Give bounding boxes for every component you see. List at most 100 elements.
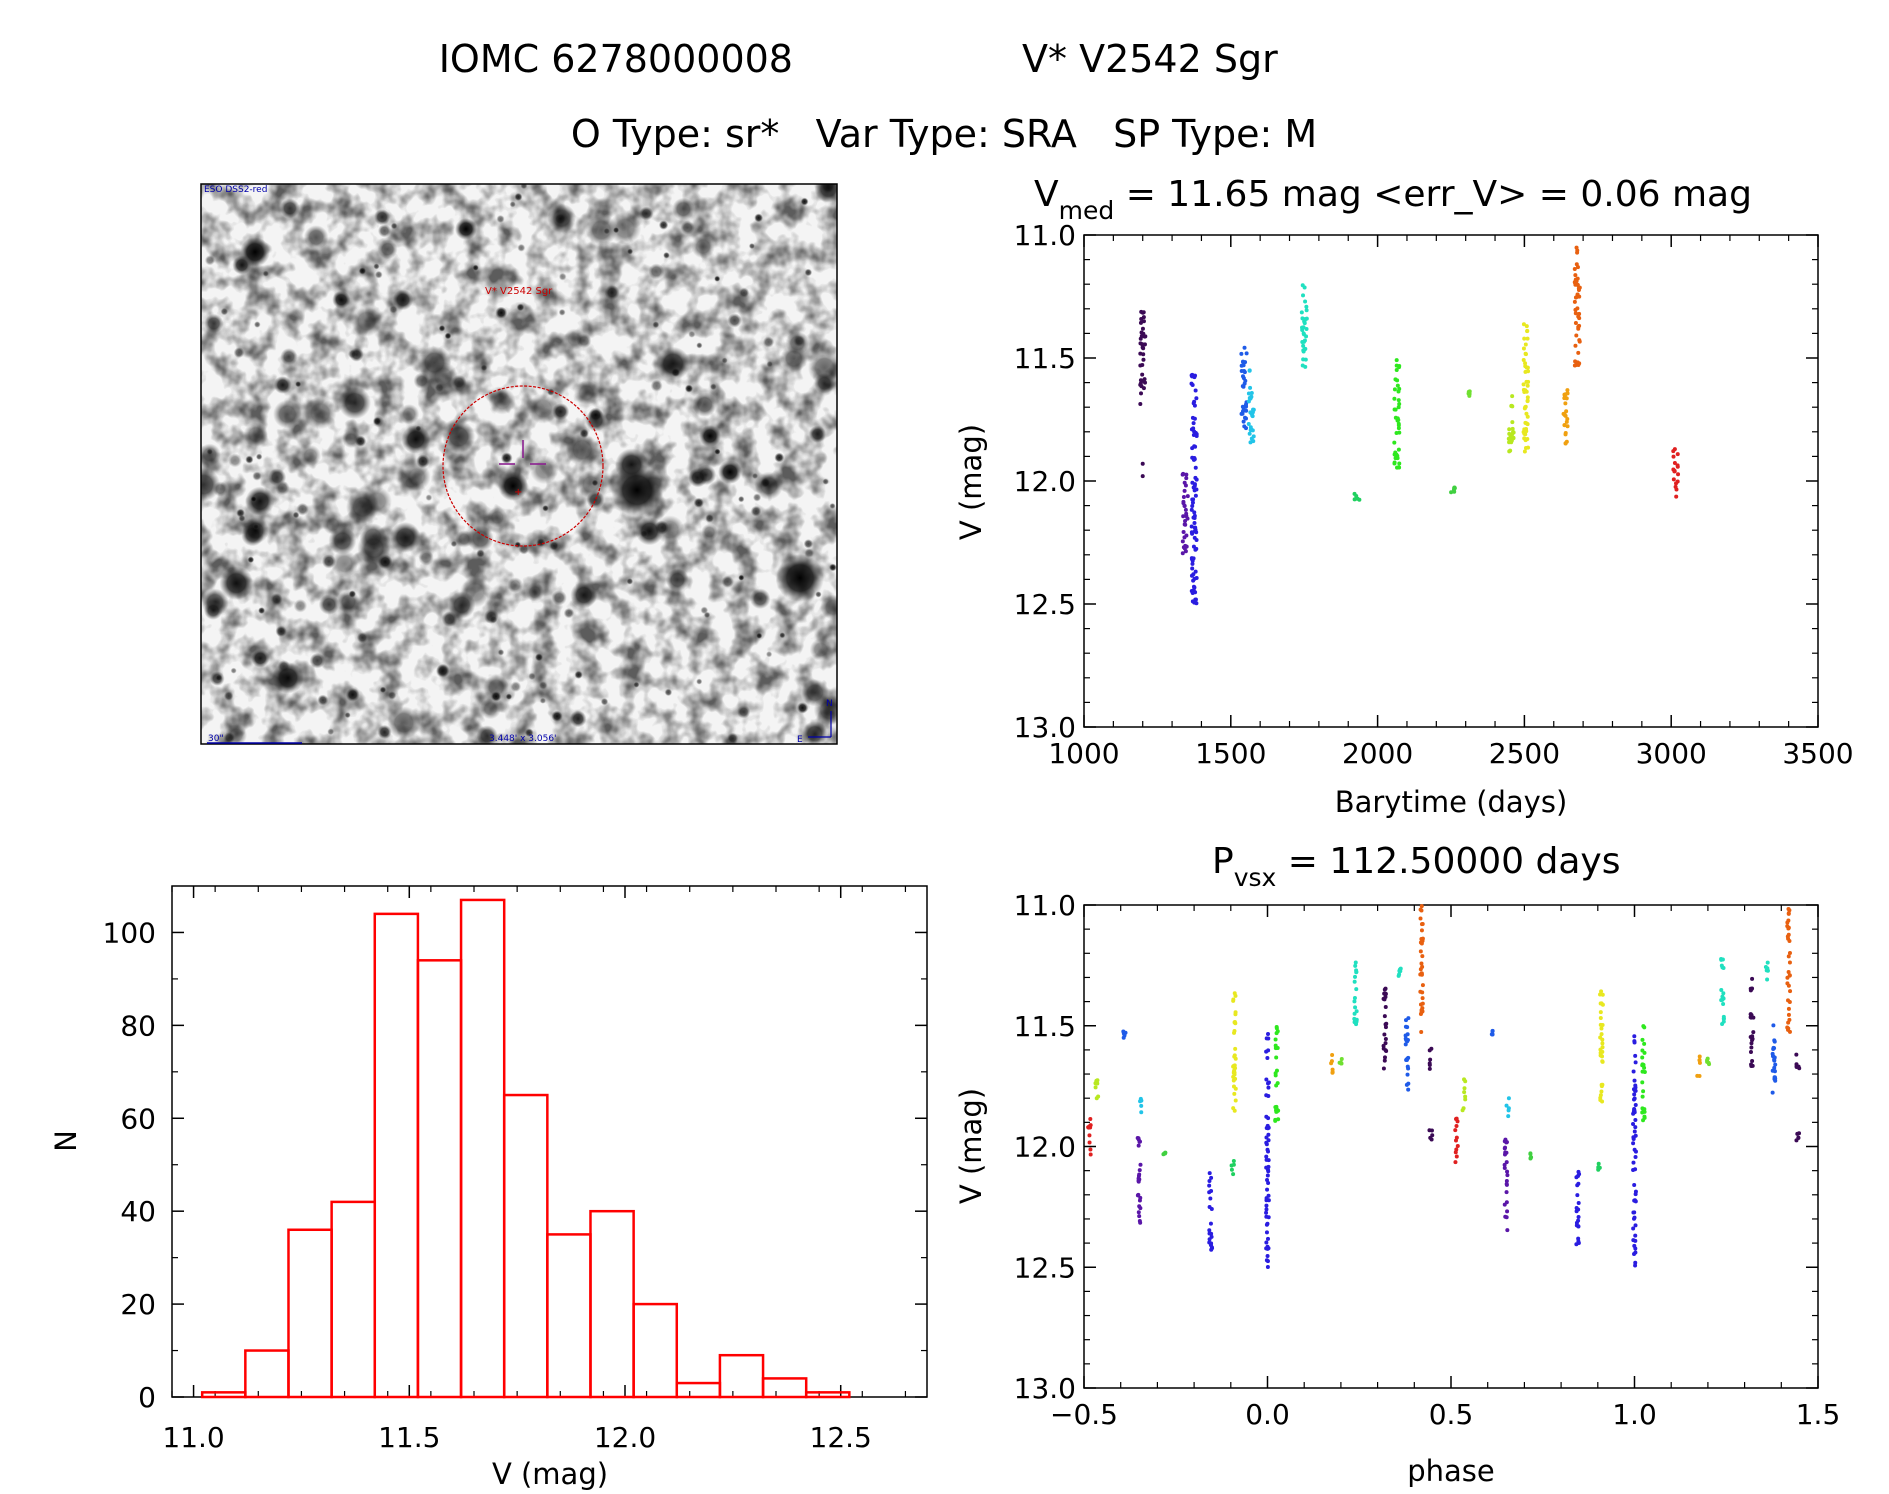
- phase-curve-point: [1139, 1103, 1144, 1108]
- star: [650, 379, 663, 392]
- light-curve-point: [1242, 370, 1247, 375]
- light-curve-point: [1392, 460, 1397, 465]
- light-curve-point: [1304, 308, 1309, 313]
- phase-curve-point: [1397, 968, 1402, 973]
- star: [345, 490, 380, 524]
- light-curve-point: [1523, 361, 1528, 366]
- light-curve-point: [1191, 401, 1196, 406]
- star: [372, 415, 385, 428]
- star: [563, 607, 575, 619]
- phase-curve-y-label: V (mag): [954, 1088, 988, 1204]
- phase-curve-point: [1750, 976, 1755, 981]
- star: [322, 514, 344, 535]
- phase-curve-point: [1697, 1058, 1702, 1063]
- star: [658, 220, 669, 230]
- star: [600, 697, 609, 706]
- phase-curve-point: [1600, 992, 1605, 997]
- x-tick-label: 3000: [1636, 737, 1707, 770]
- phase-curve-point: [1632, 1040, 1637, 1045]
- target-circle: [442, 385, 604, 547]
- light-curve-point: [1357, 497, 1362, 502]
- phase-curve-point: [1264, 1135, 1269, 1140]
- light-curve-point: [1243, 360, 1248, 365]
- light-curve-point: [1395, 416, 1400, 421]
- star: [228, 453, 242, 468]
- phase-curve-point: [1273, 1118, 1278, 1123]
- phase-curve-point: [1264, 1157, 1269, 1162]
- phase-curve-point: [1265, 1177, 1270, 1182]
- light-curve-point: [1247, 395, 1252, 400]
- histogram-x-tick-labels: 11.0 11.5 12.0 12.5: [162, 1421, 871, 1454]
- light-curve-point: [1141, 357, 1146, 362]
- star: [525, 582, 545, 602]
- x-tick-label: 1000: [1048, 737, 1119, 770]
- phase-curve-point: [1093, 1085, 1098, 1090]
- light-curve-point: [1674, 494, 1679, 499]
- light-curve-point: [1523, 342, 1528, 347]
- star: [579, 428, 590, 439]
- x-tick-label: 1.5: [1796, 1398, 1841, 1431]
- phase-curve-point: [1266, 1081, 1271, 1086]
- phase-curve-point: [1764, 968, 1769, 973]
- phase-curve-point: [1207, 1231, 1212, 1236]
- phase-curve-point: [1599, 1082, 1604, 1087]
- phase-curve-point: [1265, 1244, 1270, 1249]
- phase-curve-point: [1502, 1202, 1507, 1207]
- light-curve-point: [1140, 461, 1145, 466]
- phase-curve-point: [1599, 1032, 1604, 1037]
- star: [542, 505, 549, 512]
- light-curve-point: [1251, 407, 1256, 412]
- light-curve-point: [1301, 343, 1306, 348]
- phase-curve-point: [1137, 1214, 1142, 1219]
- phase-curve-point: [1642, 1025, 1647, 1030]
- star: [204, 255, 216, 266]
- light-curve-point: [1397, 365, 1402, 370]
- phase-curve-point: [1749, 1041, 1754, 1046]
- light-curve-point: [1524, 324, 1529, 329]
- star: [303, 396, 337, 430]
- phase-curve-point: [1274, 1109, 1279, 1114]
- phase-curve-panel: Pvsx = 112.50000 days −0.5 0.0 0.5 1.0 1.5 1…: [954, 841, 1840, 1488]
- phase-curve-point: [1721, 991, 1726, 996]
- phase-curve-point: [1576, 1224, 1581, 1229]
- phase-curve-point: [1231, 1064, 1236, 1069]
- phase-curve-point: [1748, 1049, 1753, 1054]
- phase-curve-y-tick-labels: 11.0 11.5 12.0 12.5 13.0: [1014, 889, 1076, 1405]
- phase-curve-point: [1640, 1094, 1645, 1099]
- phase-curve-point: [1490, 1029, 1495, 1034]
- light-curve-point: [1143, 334, 1148, 339]
- light-curve-point: [1675, 463, 1680, 468]
- star: [648, 263, 665, 280]
- light-curve-point: [1672, 461, 1677, 466]
- star: [693, 497, 704, 509]
- target-label: V* V2542 Sgr: [485, 286, 553, 297]
- light-curve-point: [1573, 320, 1578, 325]
- phase-curve-point: [1381, 1046, 1386, 1051]
- phase-curve-point: [1631, 1160, 1636, 1165]
- light-curve-ticks: [1083, 234, 1819, 728]
- phase-curve-point: [1631, 1238, 1636, 1243]
- star: [377, 239, 398, 260]
- phase-curve-point: [1382, 987, 1387, 992]
- phase-curve-point: [1264, 1230, 1269, 1235]
- phase-curve-point: [1086, 1125, 1091, 1130]
- bright-star: [455, 218, 477, 240]
- light-curve-point: [1191, 556, 1196, 561]
- phase-curve-point: [1094, 1096, 1099, 1101]
- light-curve-point: [1301, 293, 1306, 298]
- phase-curve-point: [1233, 1012, 1238, 1017]
- phase-curve-title-rest: = 112.50000 days: [1276, 841, 1620, 882]
- phase-curve-point: [1209, 1234, 1214, 1239]
- star: [292, 511, 300, 519]
- star: [551, 710, 563, 722]
- phase-curve-point: [1719, 956, 1724, 961]
- light-curve-point: [1563, 441, 1568, 446]
- light-curve-point: [1242, 345, 1247, 350]
- phase-curve-point: [1462, 1086, 1467, 1091]
- star: [695, 464, 717, 486]
- light-curve-point: [1303, 346, 1308, 351]
- light-curve-point: [1565, 388, 1570, 393]
- phase-curve-point: [1233, 1046, 1238, 1051]
- phase-curve-point: [1265, 1056, 1270, 1061]
- star-field: [201, 184, 837, 744]
